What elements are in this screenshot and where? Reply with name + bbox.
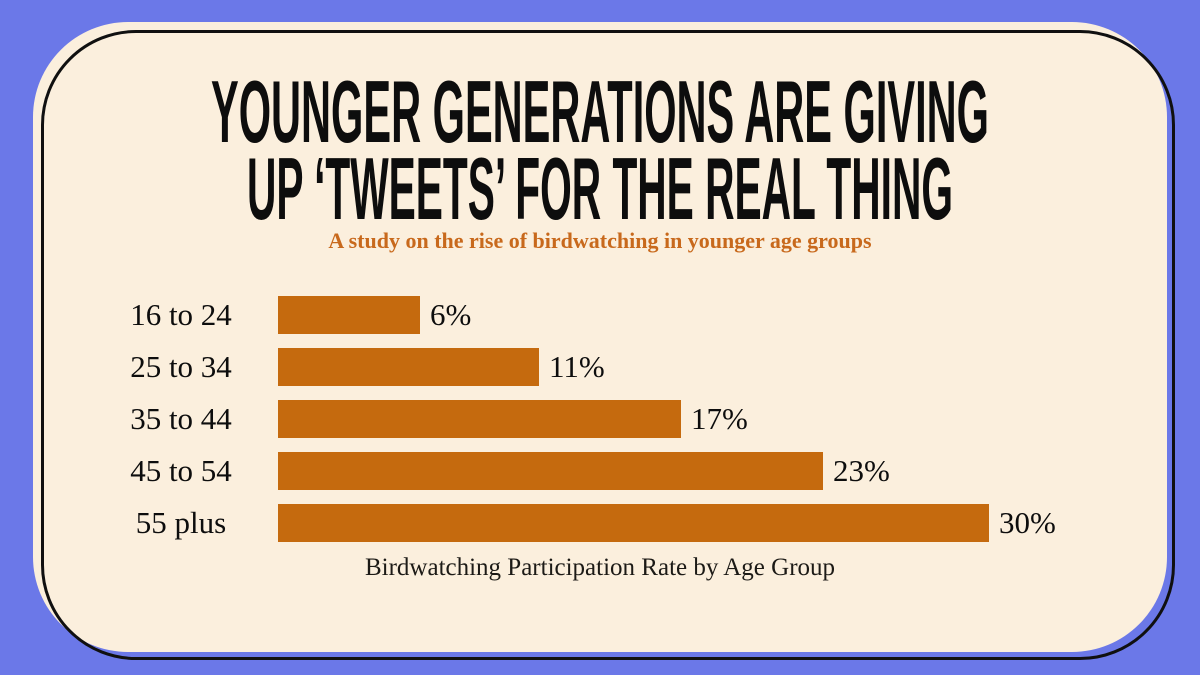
bar-track: 23% (278, 452, 1110, 490)
bar-25-to-34 (278, 348, 539, 386)
bar-row-35-to-44: 35 to 44 17% (100, 393, 1110, 445)
bar-55-plus (278, 504, 989, 542)
category-label: 35 to 44 (130, 401, 232, 436)
infographic-card (33, 22, 1167, 652)
bar-track: 17% (278, 400, 1110, 438)
category-label: 25 to 34 (130, 349, 232, 384)
category-label: 55 plus (135, 505, 227, 540)
value-label: 11% (549, 349, 605, 384)
value-label: 23% (833, 453, 890, 488)
bar-45-to-54 (278, 452, 823, 490)
bar-16-to-24 (278, 296, 420, 334)
bar-track: 6% (278, 296, 1110, 334)
bar-row-55-plus: 55 plus 30% (100, 497, 1110, 549)
page-title-line1: YOUNGER GENERATIONS ARE GIVING (211, 62, 989, 161)
value-label: 6% (430, 297, 472, 332)
page-title-line2: UP ‘TWEETS’ FOR THE REAL THING (247, 139, 953, 238)
bar-chart: 16 to 24 6% 25 to 34 11% 35 to 44 17% 45… (100, 289, 1110, 549)
subtitle: A study on the rise of birdwatching in y… (328, 228, 872, 253)
page-title: YOUNGER GENERATIONS ARE GIVING UP ‘TWEET… (211, 62, 989, 238)
value-label: 30% (999, 505, 1056, 540)
category-label: 45 to 54 (130, 453, 232, 488)
bar-row-16-to-24: 16 to 24 6% (100, 289, 1110, 341)
bar-row-45-to-54: 45 to 54 23% (100, 445, 1110, 497)
chart-caption: Birdwatching Participation Rate by Age G… (364, 554, 836, 581)
category-label: 16 to 24 (130, 297, 232, 332)
value-label: 17% (691, 401, 748, 436)
bar-row-25-to-34: 25 to 34 11% (100, 341, 1110, 393)
bar-track: 30% (278, 504, 1110, 542)
bar-35-to-44 (278, 400, 681, 438)
bar-track: 11% (278, 348, 1110, 386)
